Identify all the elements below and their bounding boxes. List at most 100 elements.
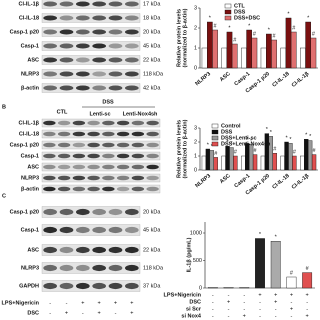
bar bbox=[305, 21, 311, 69]
blot-band bbox=[72, 153, 86, 159]
blot-band bbox=[75, 85, 90, 91]
significance-mark: * bbox=[268, 27, 271, 33]
size-label: 20 kDa bbox=[143, 29, 161, 35]
blot-band bbox=[124, 15, 139, 21]
bar bbox=[223, 287, 234, 289]
blot-band bbox=[87, 175, 100, 181]
significance-mark: * bbox=[207, 142, 210, 148]
blot-band bbox=[108, 264, 123, 272]
blot-band bbox=[43, 208, 58, 216]
blot-band bbox=[59, 208, 74, 216]
treatment-sign: + bbox=[114, 300, 117, 306]
bar bbox=[201, 155, 207, 171]
treatment-label: si Nox4 bbox=[181, 313, 202, 319]
significance-mark: # bbox=[292, 25, 296, 31]
bar bbox=[205, 148, 211, 171]
bar bbox=[272, 152, 277, 171]
row-label: Cl-IL-1β bbox=[19, 1, 40, 7]
blot-band bbox=[108, 29, 123, 35]
bar bbox=[241, 47, 247, 69]
bar bbox=[285, 17, 292, 69]
treatment-sign: + bbox=[65, 310, 68, 316]
significance-mark: # bbox=[293, 149, 297, 155]
significance-mark: # bbox=[273, 147, 277, 153]
significance-mark: # bbox=[253, 31, 257, 37]
treatment-label: DSC bbox=[27, 310, 39, 316]
blot-band bbox=[146, 164, 159, 170]
row-label: ASC bbox=[27, 247, 39, 253]
blot-band bbox=[57, 186, 71, 192]
bar bbox=[280, 47, 287, 69]
size-label: 42 kDa bbox=[143, 85, 161, 91]
size-label: 118 kDa bbox=[143, 71, 164, 77]
legend-label: Control bbox=[221, 123, 241, 129]
legend-swatch bbox=[211, 141, 219, 147]
blot-band bbox=[146, 131, 159, 137]
x-tick-label: Cl-IL-18 bbox=[271, 71, 290, 89]
blot-band bbox=[92, 208, 107, 216]
significance-mark: * bbox=[287, 11, 290, 17]
bar bbox=[212, 29, 218, 69]
y-tick-label: 500 bbox=[193, 258, 202, 264]
bar bbox=[260, 155, 266, 171]
bar bbox=[226, 31, 233, 69]
treatment-sign: + bbox=[227, 299, 230, 305]
blot-band bbox=[116, 142, 130, 148]
blot-strip bbox=[41, 206, 141, 218]
size-label: 45 kDa bbox=[143, 43, 161, 49]
treatment-sign: - bbox=[243, 299, 245, 305]
significance-mark: * bbox=[248, 23, 251, 29]
legend-label: DSS+Lenti-sc bbox=[221, 135, 257, 141]
bar bbox=[284, 141, 289, 171]
blot-band bbox=[75, 57, 90, 63]
blot-band bbox=[92, 71, 107, 77]
blot-band bbox=[43, 131, 56, 137]
blot-band bbox=[146, 175, 159, 181]
y-axis-label: (normalized to β-actin) bbox=[182, 119, 188, 178]
blot-band bbox=[43, 85, 58, 91]
significance-mark: # bbox=[214, 23, 218, 29]
treatment-sign: - bbox=[291, 299, 293, 305]
bar bbox=[310, 37, 317, 69]
blot-band bbox=[43, 264, 58, 272]
blot-band bbox=[92, 57, 107, 63]
size-label: 22 kDa bbox=[143, 57, 161, 63]
bar bbox=[304, 138, 309, 171]
blot-band bbox=[124, 43, 139, 49]
blot-strip bbox=[41, 83, 141, 93]
row-label: NLRP3 bbox=[21, 71, 39, 77]
blot-band bbox=[72, 164, 86, 170]
treatment-sign: - bbox=[275, 313, 277, 319]
blot-band bbox=[43, 120, 56, 126]
significance-mark: * bbox=[211, 144, 214, 150]
significance-mark: * bbox=[270, 130, 273, 136]
row-label: Casp-1 p20 bbox=[10, 29, 39, 35]
blot-band bbox=[59, 246, 74, 254]
blot-band bbox=[43, 175, 56, 181]
treatment-sign: + bbox=[290, 306, 293, 312]
treatment-sign: - bbox=[82, 310, 84, 316]
legend-swatch bbox=[224, 3, 232, 9]
treatment-sign: - bbox=[306, 299, 308, 305]
blot-band bbox=[131, 131, 145, 137]
blot-band bbox=[131, 164, 145, 170]
y-tick-label: 2 bbox=[194, 139, 197, 145]
treatment-sign: - bbox=[49, 310, 51, 316]
size-label: 45 kDa bbox=[143, 227, 161, 233]
blot-strip bbox=[41, 244, 141, 256]
bar bbox=[302, 272, 313, 289]
blot-band bbox=[108, 15, 123, 21]
legend-swatch bbox=[211, 129, 219, 135]
blot-band bbox=[59, 57, 74, 63]
bar bbox=[311, 154, 317, 171]
blot-band bbox=[75, 282, 90, 290]
blot-band bbox=[57, 131, 71, 137]
bar bbox=[231, 43, 238, 69]
legend-swatch bbox=[224, 15, 232, 21]
blot-band bbox=[59, 29, 74, 35]
size-label: 22 kDa bbox=[143, 247, 161, 253]
blot-band bbox=[102, 120, 115, 126]
lane-label: Lenti-sc bbox=[89, 111, 110, 117]
row-label: Casp-1 bbox=[21, 43, 39, 49]
y-tick-label: 3 bbox=[194, 5, 197, 11]
